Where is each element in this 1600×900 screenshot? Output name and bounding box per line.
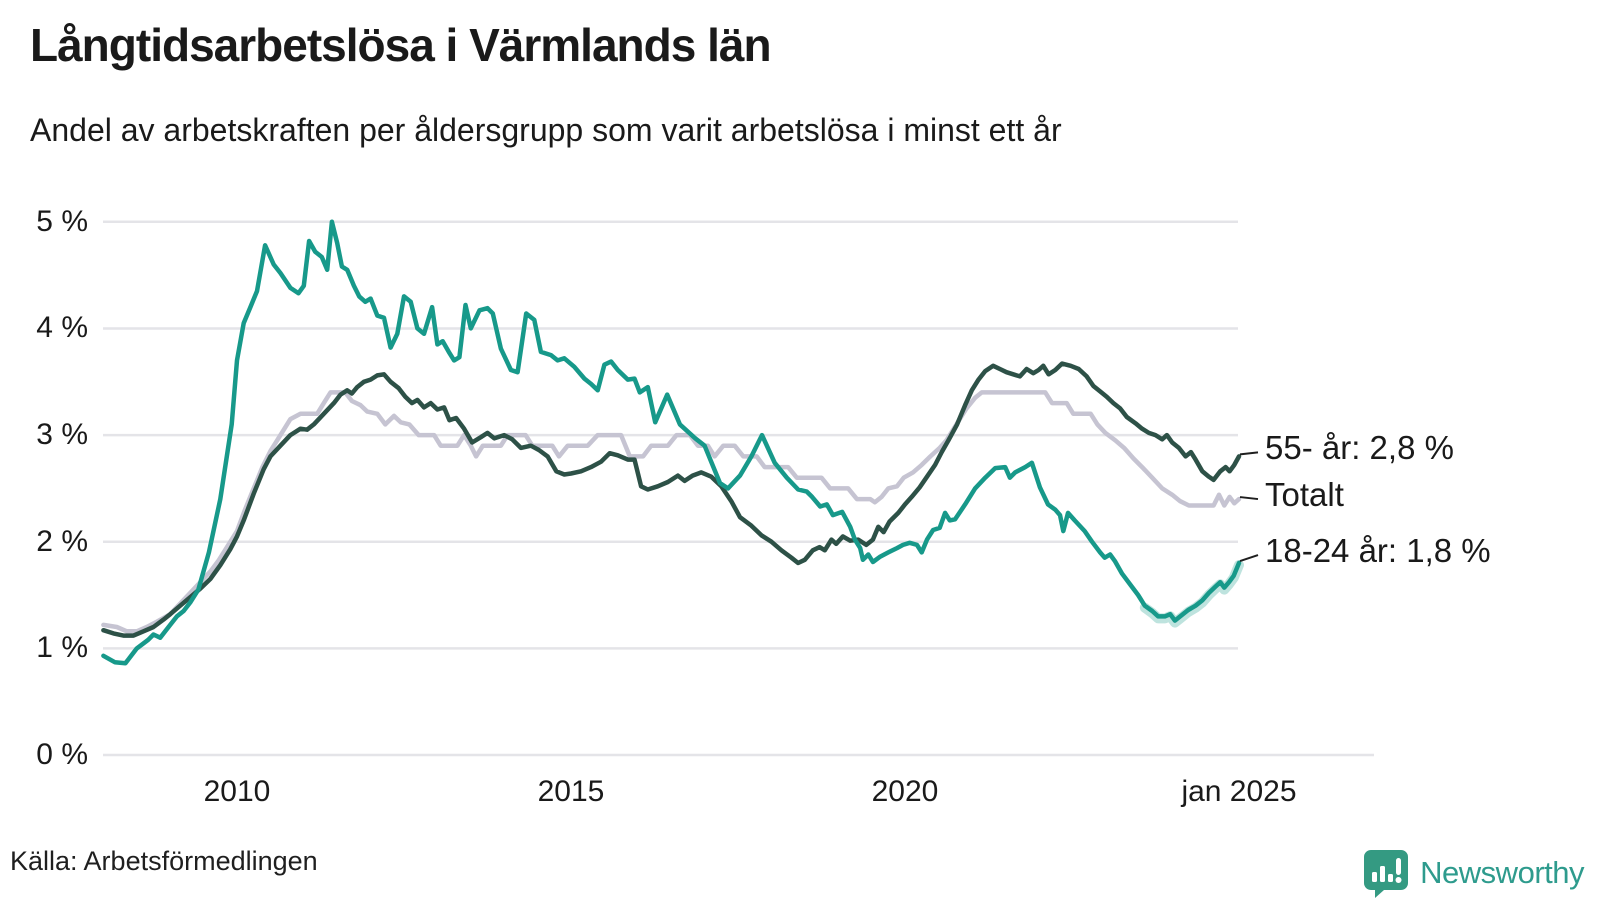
newsworthy-logo: Newsworthy [1362,848,1584,898]
logo-text: Newsworthy [1420,855,1584,890]
bar-chart-bubble-icon [1362,848,1410,898]
page-subtitle: Andel av arbetskraften per åldersgrupp s… [30,112,1062,148]
y-axis-label: 3 % [36,418,88,452]
x-axis-label: 2020 [871,775,939,808]
source-note: Källa: Arbetsförmedlingen [10,846,318,876]
end-label-totalt: Totalt [1263,474,1350,517]
end-label-18-24-r: 18-24 år: 1,8 % [1263,530,1497,573]
x-axis-label: 2015 [537,775,605,808]
y-axis-label: 4 % [36,311,88,345]
page-title: Långtidsarbetslösa i Värmlands län [30,19,772,71]
x-axis-label: 2010 [203,775,271,808]
series-line-18-24-r [101,219,1242,666]
x-axis-label: jan 2025 [1181,775,1297,808]
end-label-tick [1239,554,1259,562]
series-halo [1139,560,1244,628]
y-axis-label: 1 % [36,631,88,665]
y-axis-label: 0 % [36,738,88,771]
end-label-tick [1239,451,1259,456]
y-axis-label: 5 % [36,204,88,238]
series-line-totalt [101,390,1242,634]
end-label-55-r: 55- år: 2,8 % [1263,427,1460,470]
end-label-tick [1239,496,1259,501]
y-axis-label: 2 % [36,524,88,558]
